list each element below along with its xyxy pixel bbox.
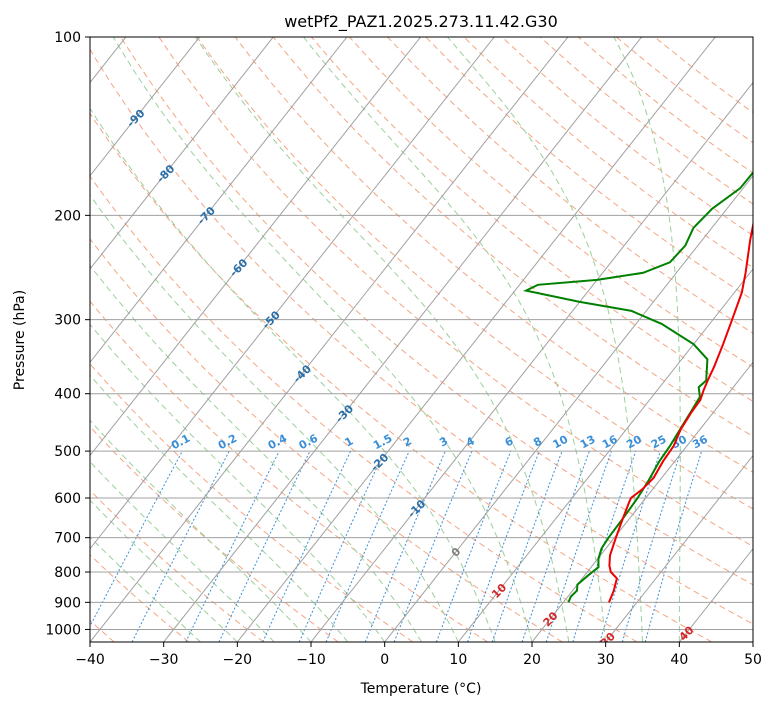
y-tick-label: 500 xyxy=(54,444,81,460)
y-tick-label: 1000 xyxy=(45,622,81,638)
mixing-ratio-line xyxy=(185,450,280,642)
moist-adiabats xyxy=(90,37,681,642)
moist-adiabat xyxy=(447,37,643,642)
dry-adiabat xyxy=(90,112,712,642)
moist-adiabat xyxy=(90,499,238,642)
dry-adiabat xyxy=(120,37,753,586)
mixing-ratio-label: 16 xyxy=(600,433,620,452)
dry-adiabat xyxy=(158,37,753,548)
mixing-ratio-line xyxy=(325,450,410,642)
y-tick-label: 900 xyxy=(54,595,81,611)
x-axis-ticks: −40 −30 −20 −10 0 10 20 30 40 50 xyxy=(75,642,762,668)
isotherm--20 xyxy=(236,37,716,642)
chart-title: wetPf2_PAZ1.2025.273.11.42.G30 xyxy=(284,12,558,32)
isotherms xyxy=(90,37,753,642)
x-tick-label: 10 xyxy=(449,652,467,668)
y-tick-label: 800 xyxy=(54,565,81,581)
isotherm--50 xyxy=(90,37,495,550)
plot-area: 0.10.20.40.611.52346810131620253036-100-… xyxy=(90,37,753,643)
isotherm--90 xyxy=(90,37,201,177)
mixing-ratio-line xyxy=(521,450,590,642)
mixing-ratio-line xyxy=(218,450,311,642)
moist-adiabat xyxy=(90,264,422,642)
dewpoint-profile-line xyxy=(522,171,753,603)
mixing-ratio-line xyxy=(599,450,661,642)
moist-adiabat xyxy=(90,461,275,642)
x-tick-label: −10 xyxy=(296,652,326,668)
x-tick-label: −20 xyxy=(223,652,253,668)
y-tick-label: 600 xyxy=(54,491,81,507)
moist-adiabat xyxy=(90,194,459,642)
dry-adiabat xyxy=(386,37,753,334)
y-tick-label: 100 xyxy=(54,30,81,46)
isotherm--80 xyxy=(90,37,274,270)
isotherm-10 xyxy=(457,268,753,642)
moist-adiabat xyxy=(613,37,681,642)
temperature-profile-line xyxy=(608,220,753,603)
dry-adiabat xyxy=(196,37,753,510)
moist-adiabat xyxy=(90,419,312,642)
mixing-ratio-line xyxy=(621,450,682,642)
isotherm--10 xyxy=(310,81,753,642)
isotherm--70 xyxy=(90,37,348,364)
dry-adiabat xyxy=(234,37,753,473)
y-axis-label: Pressure (hPa) xyxy=(12,290,28,390)
isotherm-20 xyxy=(531,361,753,642)
plot-frame xyxy=(89,36,754,643)
mixing-ratio-line xyxy=(545,450,612,642)
mixing-ratio-label: 36 xyxy=(690,433,710,452)
isotherm--40 xyxy=(90,37,569,642)
y-tick-label: 300 xyxy=(54,313,81,329)
isotherm-0 xyxy=(384,174,753,642)
moist-adiabat xyxy=(90,323,386,642)
mixing-ratio-label: 10 xyxy=(551,433,571,452)
x-tick-label: 0 xyxy=(380,652,389,668)
mixing-ratio-line xyxy=(491,450,563,642)
dry-adiabat xyxy=(90,426,339,642)
isotherm-30 xyxy=(605,454,753,642)
mixing-ratio-line xyxy=(467,450,540,642)
mixing-ratio-label: 25 xyxy=(649,433,669,452)
x-tick-label: 30 xyxy=(597,652,615,668)
dry-adiabat xyxy=(90,48,753,625)
moist-adiabat xyxy=(90,536,201,642)
y-tick-label: 200 xyxy=(54,208,81,224)
isotherm--60 xyxy=(90,37,422,457)
isotherm--30 xyxy=(163,37,643,642)
moist-adiabat xyxy=(90,374,349,642)
dry-adiabat xyxy=(348,37,753,368)
mixing-ratio-label: 20 xyxy=(624,433,644,452)
x-axis-label: Temperature (°C) xyxy=(360,681,482,697)
isotherm-label: 40 xyxy=(677,623,697,643)
moist-adiabat xyxy=(303,37,607,642)
moist-adiabat xyxy=(112,37,533,642)
moist-adiabat xyxy=(90,107,496,642)
mixing-ratio-label: 13 xyxy=(578,433,598,452)
dry-adiabat xyxy=(90,554,190,642)
mixing-ratio-line xyxy=(90,450,183,628)
y-axis-ticks: 1000 900 800 700 600 500 400 300 200 100 xyxy=(45,30,90,638)
x-tick-label: −30 xyxy=(149,652,179,668)
isobars xyxy=(90,37,753,630)
x-tick-label: 20 xyxy=(523,652,541,668)
dry-adiabat xyxy=(90,238,563,642)
mixing-ratio-line xyxy=(298,450,385,642)
mixing-ratio-line xyxy=(572,450,637,642)
y-tick-label: 700 xyxy=(54,531,81,547)
x-tick-label: −40 xyxy=(75,652,105,668)
mixing-ratio-line xyxy=(435,450,512,642)
dry-adiabat xyxy=(425,37,753,301)
mixing-ratio-line xyxy=(262,450,352,642)
x-tick-label: 50 xyxy=(744,652,762,668)
x-tick-label: 40 xyxy=(670,652,688,668)
mixing-ratio-line xyxy=(364,450,446,642)
moist-adiabat xyxy=(194,37,570,642)
y-tick-label: 400 xyxy=(54,387,81,403)
